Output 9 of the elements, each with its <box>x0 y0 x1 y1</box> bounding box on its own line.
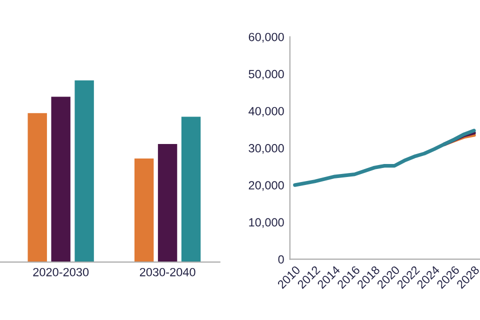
y-tick-label: 30,000 <box>248 144 284 154</box>
x-tick-label: 2030-2040 <box>140 268 196 276</box>
y-tick-label: 10,000 <box>249 218 284 228</box>
y-tick-label: 60,000 <box>248 32 284 43</box>
y-tick-label: 50,000 <box>248 70 284 80</box>
y-tick-label: 40,000 <box>248 106 284 117</box>
y-tick-label: 20,000 <box>248 181 284 191</box>
x-tick-label: 2020-2030 <box>33 268 89 276</box>
y-tick-label: 0 <box>278 255 284 264</box>
